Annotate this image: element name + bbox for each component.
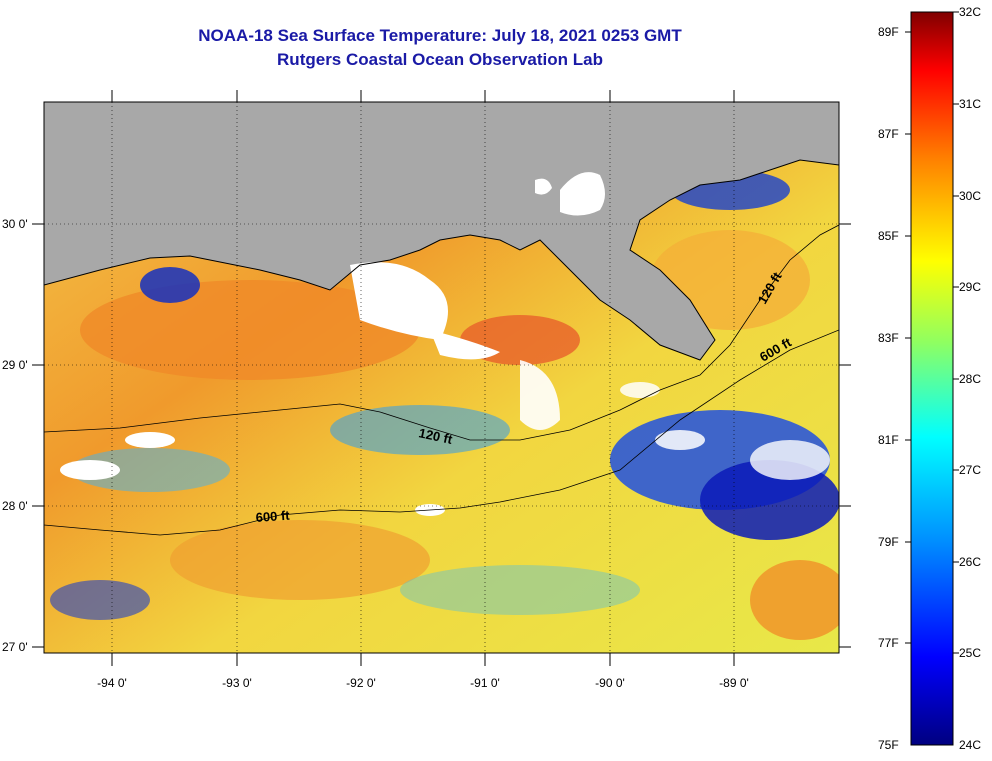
colorbar-ticks bbox=[905, 11, 959, 654]
colorbar-f-label: 79F bbox=[878, 535, 899, 549]
land-area bbox=[44, 102, 839, 360]
colorbar-c-label: 26C bbox=[959, 555, 981, 569]
graticule bbox=[44, 102, 839, 653]
colorbar-f-label: 75F bbox=[878, 738, 899, 752]
colorbar-f-label: 77F bbox=[878, 636, 899, 650]
colorbar bbox=[910, 11, 954, 746]
contour-label: 120 ft bbox=[417, 425, 454, 447]
lon-tick-label: -93 0' bbox=[222, 676, 252, 690]
colorbar-c-label: 24C bbox=[959, 738, 981, 752]
colorbar-f-label: 89F bbox=[878, 25, 899, 39]
colorbar-c-label: 31C bbox=[959, 97, 981, 111]
colorbar-f-label: 81F bbox=[878, 433, 899, 447]
colorbar-f-label: 83F bbox=[878, 331, 899, 345]
map-title: NOAA-18 Sea Surface Temperature: July 18… bbox=[198, 26, 682, 45]
colorbar-c-label: 27C bbox=[959, 463, 981, 477]
contour-600ft bbox=[44, 329, 839, 536]
lon-tick-label: -92 0' bbox=[346, 676, 376, 690]
colorbar-f-label: 87F bbox=[878, 127, 899, 141]
colorbar-c-label: 25C bbox=[959, 646, 981, 660]
contour-label: 600 ft bbox=[255, 508, 291, 525]
lat-tick-label: 27 0' bbox=[2, 640, 28, 654]
lat-tick-label: 30 0' bbox=[2, 217, 28, 231]
colorbar-c-label: 29C bbox=[959, 280, 981, 294]
contour-120ft bbox=[44, 224, 839, 441]
axis-ticks bbox=[32, 90, 851, 666]
colorbar-c-label: 28C bbox=[959, 372, 981, 386]
colorbar-c-label: 30C bbox=[959, 189, 981, 203]
lat-tick-label: 29 0' bbox=[2, 358, 28, 372]
map-image bbox=[44, 102, 839, 653]
coastline bbox=[44, 159, 839, 361]
lon-tick-label: -89 0' bbox=[719, 676, 749, 690]
colorbar-c-label: 32C bbox=[959, 5, 981, 19]
map-subtitle: Rutgers Coastal Ocean Observation Lab bbox=[277, 50, 603, 69]
lon-tick-label: -90 0' bbox=[595, 676, 625, 690]
lat-tick-label: 28 0' bbox=[2, 499, 28, 513]
colorbar-f-label: 85F bbox=[878, 229, 899, 243]
lon-tick-label: -91 0' bbox=[470, 676, 500, 690]
map-frame bbox=[43, 101, 840, 654]
lon-tick-label: -94 0' bbox=[97, 676, 127, 690]
